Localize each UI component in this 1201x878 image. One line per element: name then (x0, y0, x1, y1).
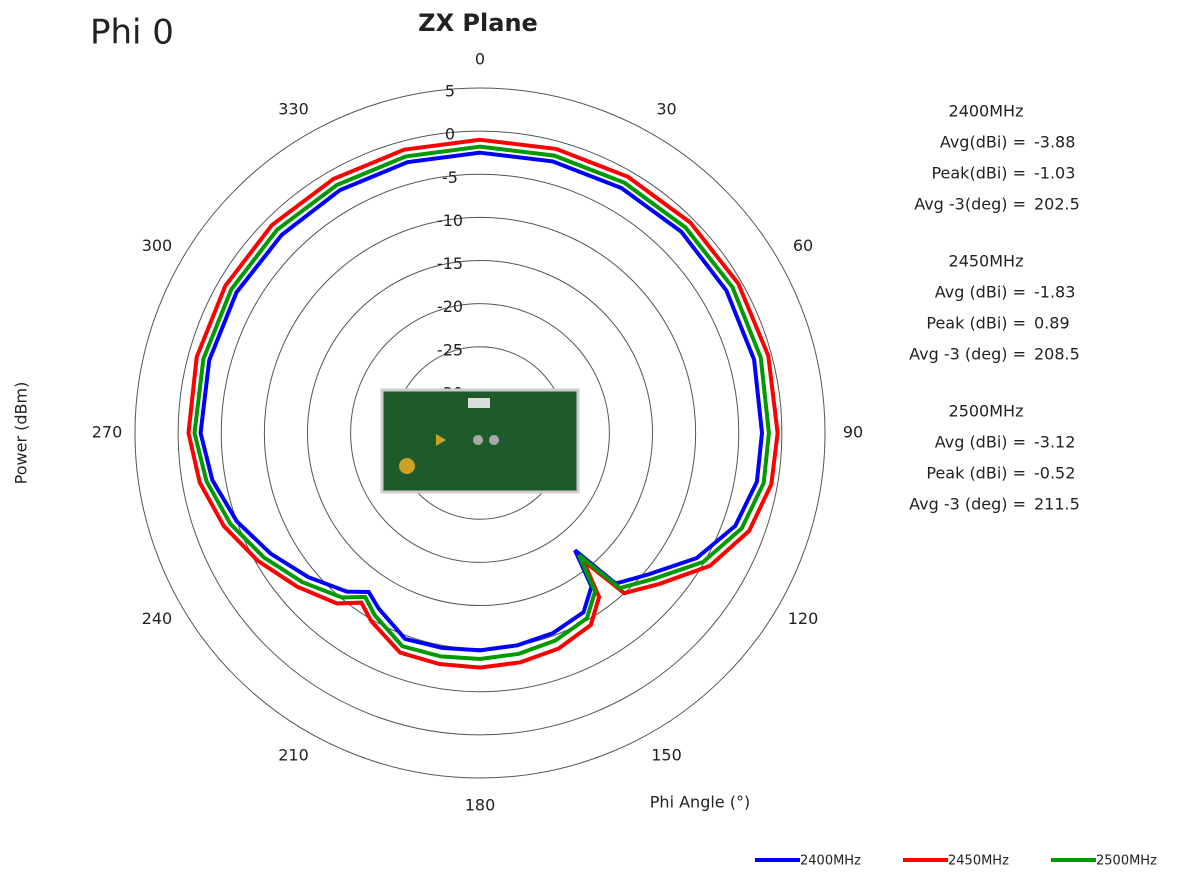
annotation-label: Peak(dBi) = (931, 164, 1026, 183)
annotation-value: -1.03 (1034, 164, 1075, 183)
y-axis-label: Power (dBm) (12, 382, 31, 485)
legend: 2400MHz 2450MHz 2500MHz (755, 854, 1157, 869)
chart: Phi 0 ZX Plane Phi Angle (°) Power (dBm)… (0, 0, 1201, 878)
legend-label: 2450MHz (948, 854, 1009, 869)
theta-tick-label: 60 (793, 236, 813, 255)
annotation-title: 2500MHz (949, 402, 1024, 421)
chart-subtitle: ZX Plane (418, 9, 538, 37)
r-tick-label: 5 (445, 82, 455, 101)
pcb-pad (399, 458, 415, 474)
annotation-value: 202.5 (1034, 195, 1080, 214)
annotation-label: Peak (dBi) = (926, 314, 1026, 333)
annotation-label: Peak (dBi) = (926, 464, 1026, 483)
theta-tick-label: 180 (465, 796, 496, 815)
r-tick-label: -25 (437, 340, 463, 359)
annotation-value: 0.89 (1034, 314, 1070, 333)
chart-title: Phi 0 (90, 13, 174, 53)
theta-tick-label: 300 (142, 236, 173, 255)
annotation-value: -1.83 (1034, 283, 1075, 302)
theta-tick-label: 90 (843, 423, 863, 442)
theta-tick-label: 210 (278, 746, 309, 765)
legend-label: 2400MHz (800, 854, 861, 869)
pcb-image (382, 390, 578, 492)
annotation-value: -3.12 (1034, 433, 1075, 452)
legend-label: 2500MHz (1096, 854, 1157, 869)
pcb-part (489, 435, 499, 445)
annotation-label: Avg -3 (deg) = (909, 345, 1026, 364)
pcb-part (473, 435, 483, 445)
theta-tick-label: 30 (656, 99, 676, 118)
pcb-connector (468, 398, 490, 408)
page: Phi 0 ZX Plane Phi Angle (°) Power (dBm)… (0, 0, 1201, 878)
annotation-value: -0.52 (1034, 464, 1075, 483)
r-tick-label: 0 (445, 125, 455, 144)
theta-tick-label: 120 (788, 609, 819, 628)
annotation-label: Avg (dBi) = (935, 433, 1026, 452)
annotations: 2400MHz Avg(dBi) = -3.88 Peak(dBi) = -1.03 Av… (909, 102, 1080, 514)
theta-tick-label: 330 (278, 99, 309, 118)
annotation-label: Avg -3 (deg) = (909, 495, 1026, 514)
theta-tick-label: 240 (142, 609, 173, 628)
x-axis-label: Phi Angle (°) (650, 793, 750, 812)
r-tick-label: -5 (442, 168, 458, 187)
annotation-value: 211.5 (1034, 495, 1080, 514)
r-tick-label: -20 (437, 297, 463, 316)
annotation-label: Avg (dBi) = (935, 283, 1026, 302)
theta-tick-label: 270 (92, 423, 123, 442)
annotation-value: -3.88 (1034, 133, 1075, 152)
annotation-title: 2400MHz (949, 102, 1024, 121)
annotation-title: 2450MHz (949, 252, 1024, 271)
theta-tick-label: 150 (651, 746, 682, 765)
r-tick-label: -15 (437, 254, 463, 273)
annotation-label: Avg(dBi) = (940, 133, 1026, 152)
annotation-value: 208.5 (1034, 345, 1080, 364)
annotation-label: Avg -3(deg) = (914, 195, 1026, 214)
r-tick-label: -10 (437, 211, 463, 230)
theta-tick-label: 0 (475, 50, 485, 69)
